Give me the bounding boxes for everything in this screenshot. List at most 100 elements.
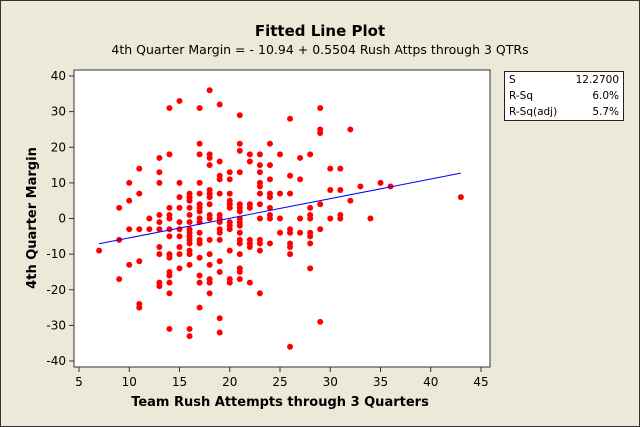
data-point [266, 176, 273, 183]
data-point [297, 176, 304, 183]
data-point [206, 194, 213, 201]
data-point [347, 126, 354, 133]
data-point [246, 158, 253, 165]
x-tick-label: 35 [373, 375, 388, 389]
data-point [186, 219, 193, 226]
data-point [176, 251, 183, 258]
data-point [317, 318, 324, 325]
data-point [226, 247, 233, 254]
data-point [256, 240, 263, 247]
data-point [186, 325, 193, 332]
data-point [186, 333, 193, 340]
data-point [236, 208, 243, 215]
data-point [226, 176, 233, 183]
data-point [206, 87, 213, 94]
data-point [196, 229, 203, 236]
data-point [196, 208, 203, 215]
data-point [307, 265, 314, 272]
data-point [337, 165, 344, 172]
stat-rsq-adj: R-Sq(adj) 5.7% [509, 106, 619, 118]
data-point [166, 204, 173, 211]
x-tick-label: 5 [75, 375, 83, 389]
data-point [166, 151, 173, 158]
x-tick-label: 30 [323, 375, 338, 389]
data-point [317, 105, 324, 112]
data-point [347, 197, 354, 204]
chart-title: Fitted Line Plot [255, 22, 385, 40]
y-axis: -40 -30 -20 -10 0 10 20 30 40 [46, 69, 74, 368]
x-tick-label: 25 [272, 375, 287, 389]
data-point [156, 244, 163, 250]
data-point [166, 233, 173, 240]
data-point [357, 183, 364, 190]
data-point [277, 229, 283, 236]
data-point [287, 343, 294, 350]
data-point [166, 290, 173, 297]
data-point [196, 105, 203, 112]
data-point [256, 201, 263, 208]
data-point [307, 151, 314, 158]
data-point [176, 194, 183, 201]
data-point [206, 290, 213, 297]
data-point [266, 140, 273, 147]
data-point [186, 197, 193, 204]
data-point [196, 190, 203, 197]
data-point [216, 258, 223, 265]
data-point [116, 276, 123, 283]
data-point [176, 204, 183, 211]
data-point [457, 194, 464, 201]
data-point [236, 140, 243, 147]
data-point [136, 226, 143, 233]
stat-rsq: R-Sq 6.0% [509, 90, 619, 102]
data-point [216, 236, 223, 243]
data-point [246, 244, 253, 250]
data-point [277, 215, 283, 222]
data-point [196, 179, 203, 186]
data-point [327, 187, 334, 193]
data-point [176, 219, 183, 226]
data-point [166, 105, 173, 112]
data-point [216, 176, 223, 183]
data-point [146, 226, 153, 233]
data-point [377, 179, 384, 186]
data-point [266, 204, 273, 211]
data-point [256, 190, 263, 197]
y-tick-label: 0 [58, 212, 66, 226]
data-point [317, 201, 324, 208]
data-point [226, 204, 233, 211]
data-point [287, 251, 294, 258]
data-point [126, 261, 133, 268]
data-point [116, 204, 123, 211]
y-tick-label: 20 [51, 140, 66, 154]
data-point [236, 268, 243, 275]
data-point [176, 226, 183, 233]
data-point [216, 190, 223, 197]
data-point [156, 169, 163, 176]
x-tick-label: 45 [473, 375, 488, 389]
data-point [206, 236, 213, 243]
data-point [256, 290, 263, 297]
data-point [236, 147, 243, 154]
data-point [156, 211, 163, 218]
data-point [297, 154, 304, 161]
x-axis: 5 10 15 20 25 30 35 40 45 [75, 367, 489, 389]
data-point [96, 247, 103, 254]
data-point [256, 169, 263, 176]
data-point [246, 279, 253, 286]
data-point [256, 183, 263, 190]
data-point [337, 187, 344, 193]
data-point [206, 251, 213, 258]
data-point [216, 268, 223, 275]
data-point [176, 233, 183, 240]
data-point [367, 215, 374, 222]
data-point [166, 279, 173, 286]
data-point [246, 204, 253, 211]
data-point [146, 215, 153, 222]
data-point [186, 261, 193, 268]
fitted-regression-line [99, 172, 461, 245]
data-point [176, 265, 183, 272]
y-tick-label: 40 [51, 69, 66, 83]
data-point [206, 162, 213, 169]
data-point [337, 215, 344, 222]
x-tick-label: 20 [222, 375, 237, 389]
